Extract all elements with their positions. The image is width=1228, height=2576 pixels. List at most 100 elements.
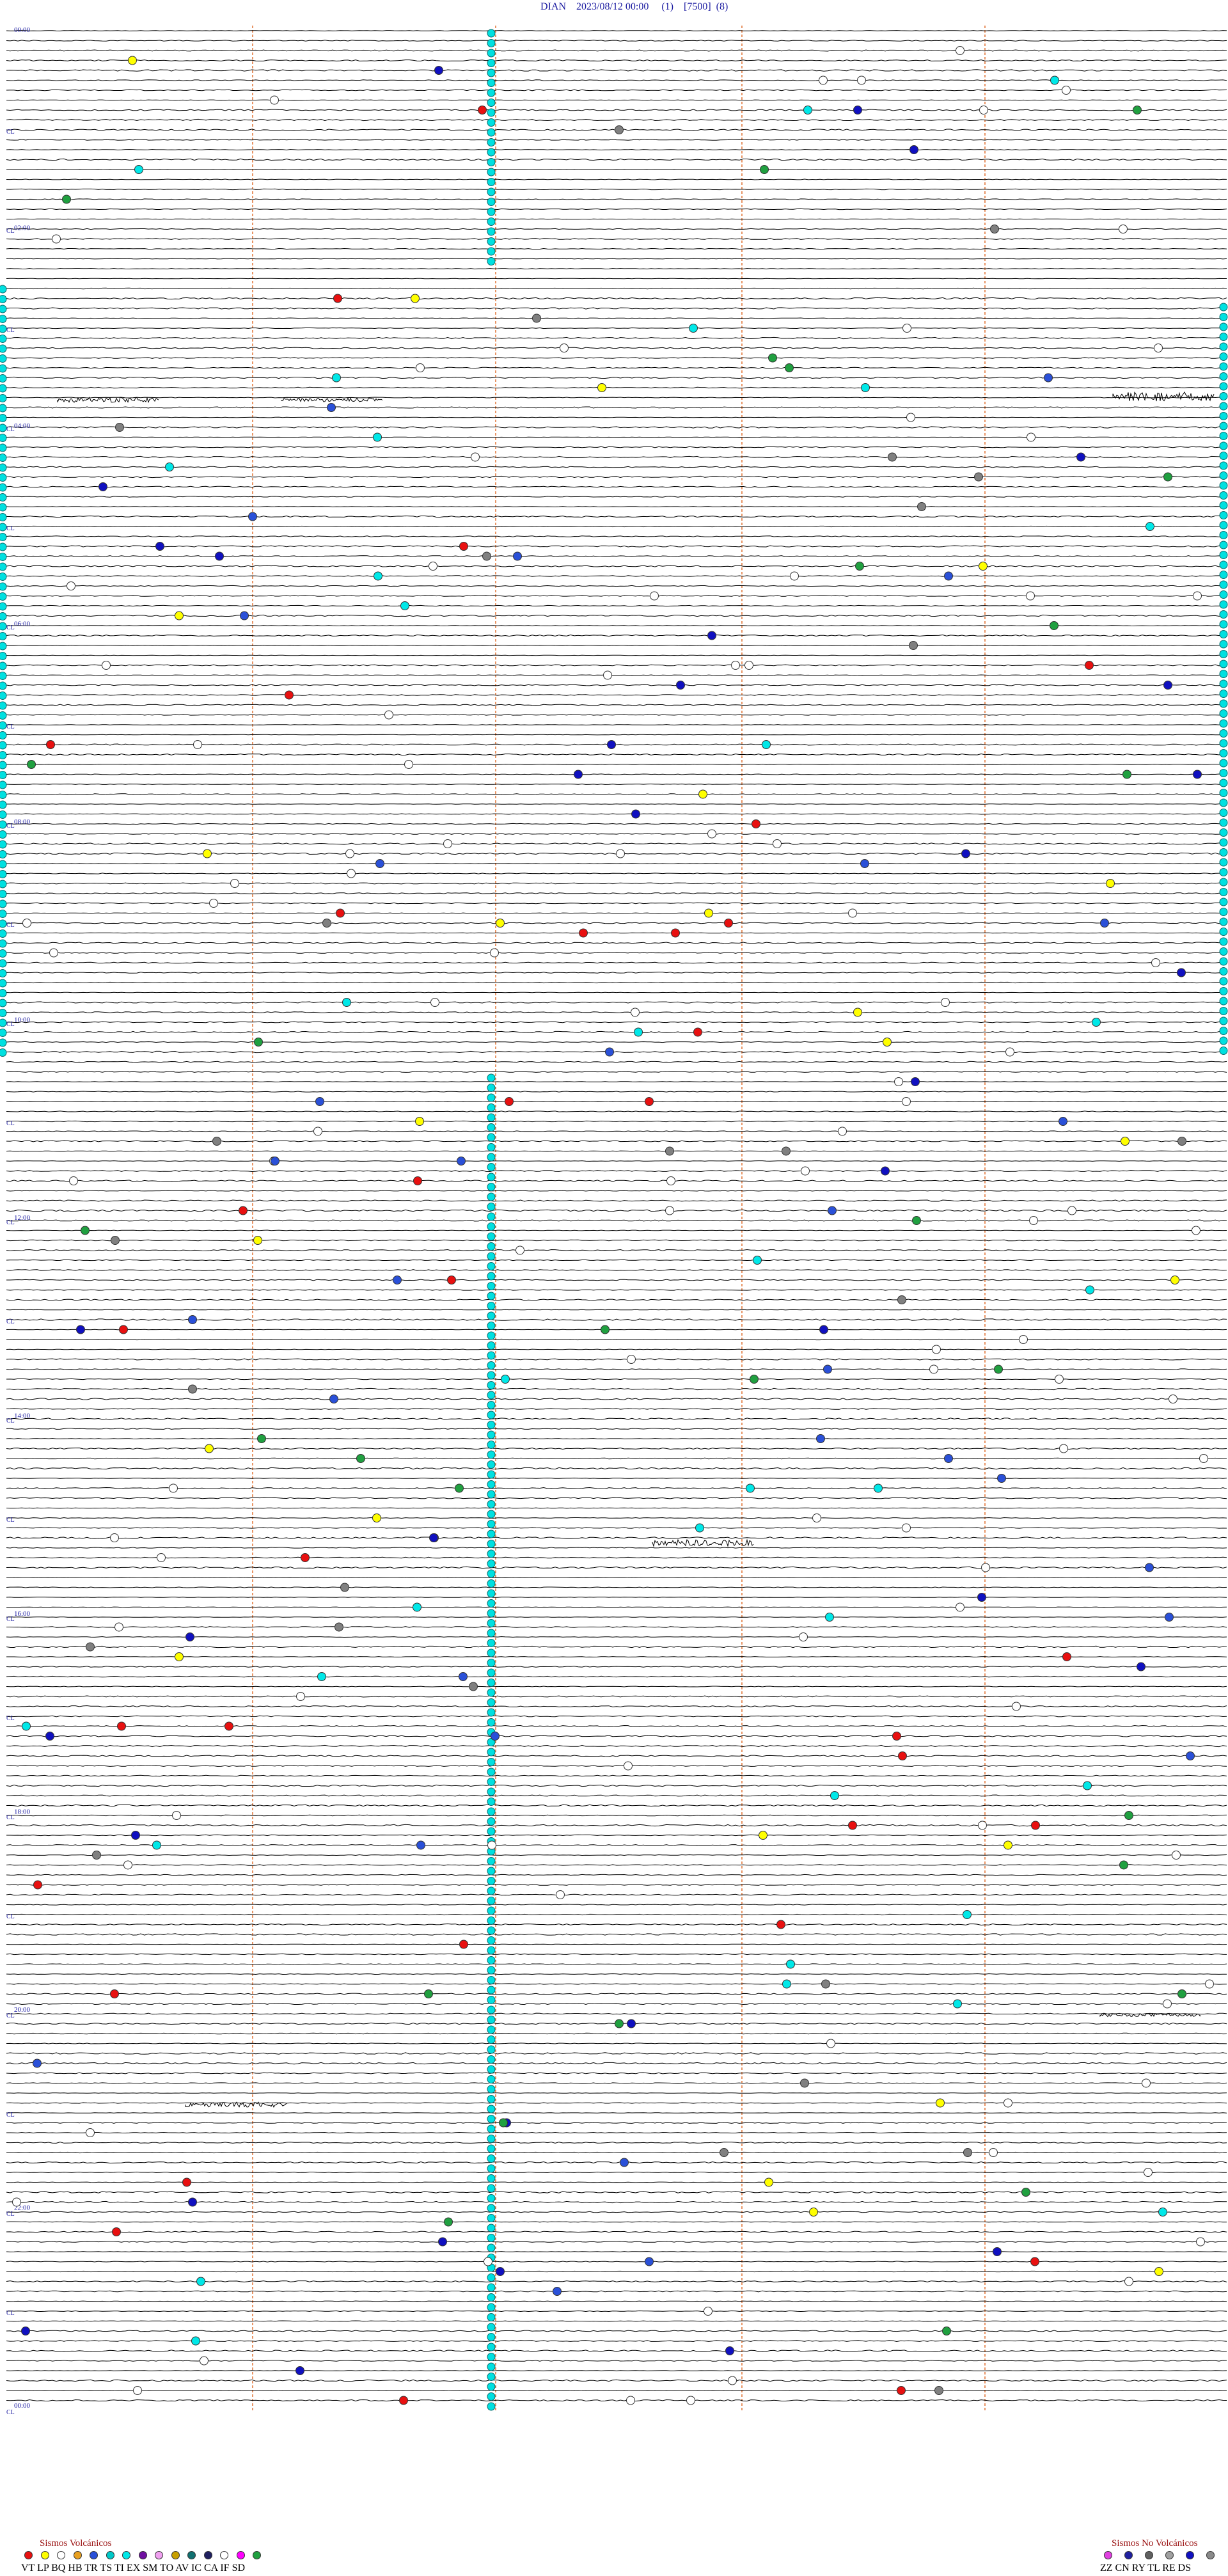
- row-prefix-label: CL: [6, 1517, 15, 1524]
- event-marker: [892, 1732, 901, 1741]
- event-marker: [800, 2078, 809, 2088]
- legend-color-dot: [1124, 2551, 1133, 2559]
- legend-volcanic-dots: [24, 2551, 293, 2560]
- event-marker-ti: [0, 969, 7, 977]
- event-marker-ti: [487, 1956, 496, 1964]
- time-label: 00:00: [14, 2402, 31, 2410]
- event-marker-ti: [487, 118, 496, 127]
- row-prefix-label: CL: [6, 1616, 15, 1623]
- event-marker: [698, 789, 707, 799]
- legend-volcanic-title: Sismos Volcánicos: [40, 2538, 112, 2548]
- event-marker-ti: [487, 158, 496, 166]
- event-marker-ti: [487, 2234, 496, 2242]
- event-marker: [1163, 1999, 1172, 2009]
- event-marker: [861, 383, 870, 392]
- event-marker: [762, 740, 771, 749]
- event-marker: [21, 2327, 30, 2335]
- legend-color-dot: [1206, 2551, 1215, 2559]
- event-marker-ti: [487, 1599, 496, 1608]
- event-marker-ti: [0, 860, 7, 869]
- event-marker: [1137, 1662, 1145, 1671]
- legend-color-dot: [1186, 2551, 1194, 2559]
- event-marker-ti: [487, 237, 496, 246]
- event-marker-ti: [0, 473, 7, 482]
- event-marker: [963, 1910, 972, 1919]
- event-marker-ti: [0, 384, 7, 393]
- event-marker-ti: [487, 1500, 496, 1508]
- event-marker: [165, 462, 174, 471]
- event-marker-ti: [487, 1331, 496, 1340]
- event-marker: [821, 1979, 830, 1989]
- event-marker: [990, 225, 999, 233]
- event-marker-ti: [487, 2164, 496, 2173]
- event-marker: [1031, 1821, 1040, 1830]
- event-marker-ti: [487, 247, 496, 256]
- event-marker-ti: [0, 295, 7, 303]
- event-marker-ti: [487, 1589, 496, 1598]
- event-marker-ti: [1219, 501, 1228, 510]
- event-marker: [76, 1325, 85, 1334]
- event-marker: [193, 740, 202, 749]
- event-marker: [597, 383, 606, 392]
- event-marker-ti: [0, 701, 7, 710]
- event-marker-ti: [1219, 471, 1228, 480]
- event-marker: [848, 1821, 857, 1830]
- event-marker: [666, 1176, 675, 1185]
- event-marker: [826, 2039, 835, 2048]
- event-marker: [399, 2396, 408, 2405]
- event-marker: [112, 2227, 121, 2236]
- event-marker: [627, 2019, 636, 2028]
- event-marker: [1085, 1285, 1094, 1295]
- time-label: 12:00: [14, 1214, 31, 1222]
- event-marker: [650, 591, 659, 601]
- event-marker-ti: [487, 1886, 496, 1895]
- event-marker-ti: [487, 1441, 496, 1449]
- event-marker: [430, 998, 439, 1007]
- event-marker: [240, 611, 249, 620]
- row-prefix-label: CL: [6, 624, 15, 631]
- seismic-event-burst: [1099, 2012, 1202, 2018]
- event-marker: [634, 1027, 643, 1037]
- event-marker: [157, 1553, 166, 1562]
- event-marker: [855, 562, 864, 571]
- event-marker: [434, 66, 443, 75]
- event-marker-ti: [1219, 1036, 1228, 1045]
- event-marker-ti: [0, 850, 7, 858]
- event-marker: [188, 1315, 197, 1324]
- event-marker: [1012, 1702, 1021, 1711]
- event-marker-ti: [487, 1430, 496, 1439]
- event-marker-ti: [487, 1857, 496, 1865]
- event-marker: [188, 1384, 197, 1394]
- event-marker-ti: [1219, 531, 1228, 539]
- event-marker-ti: [0, 523, 7, 532]
- event-marker: [695, 1523, 704, 1533]
- event-marker-ti: [487, 99, 496, 107]
- event-marker: [830, 1791, 839, 1800]
- event-marker: [393, 1276, 402, 1284]
- legend-color-dot: [187, 2551, 196, 2559]
- event-marker: [1121, 1137, 1130, 1146]
- event-marker: [1154, 344, 1163, 352]
- event-marker: [881, 1166, 890, 1176]
- event-marker: [224, 1721, 233, 1731]
- event-marker-ti: [487, 2373, 496, 2381]
- event-marker-ti: [1219, 868, 1228, 876]
- event-marker: [115, 423, 124, 432]
- event-marker: [848, 908, 857, 918]
- event-marker: [894, 1077, 903, 1086]
- event-marker-ti: [1219, 372, 1228, 381]
- event-marker-ti: [1219, 342, 1228, 351]
- event-marker: [114, 1622, 123, 1632]
- event-marker: [1021, 2188, 1030, 2197]
- event-marker: [1205, 1979, 1214, 1989]
- event-marker-ti: [487, 2154, 496, 2163]
- row-prefix-label: CL: [6, 327, 15, 334]
- event-marker-ti: [1219, 699, 1228, 708]
- event-marker: [513, 551, 522, 561]
- event-marker-ti: [0, 573, 7, 581]
- event-marker: [415, 1117, 424, 1126]
- event-marker-ti: [487, 1192, 496, 1201]
- event-marker: [1142, 2078, 1151, 2088]
- event-marker: [909, 641, 918, 650]
- event-marker-ti: [487, 1688, 496, 1697]
